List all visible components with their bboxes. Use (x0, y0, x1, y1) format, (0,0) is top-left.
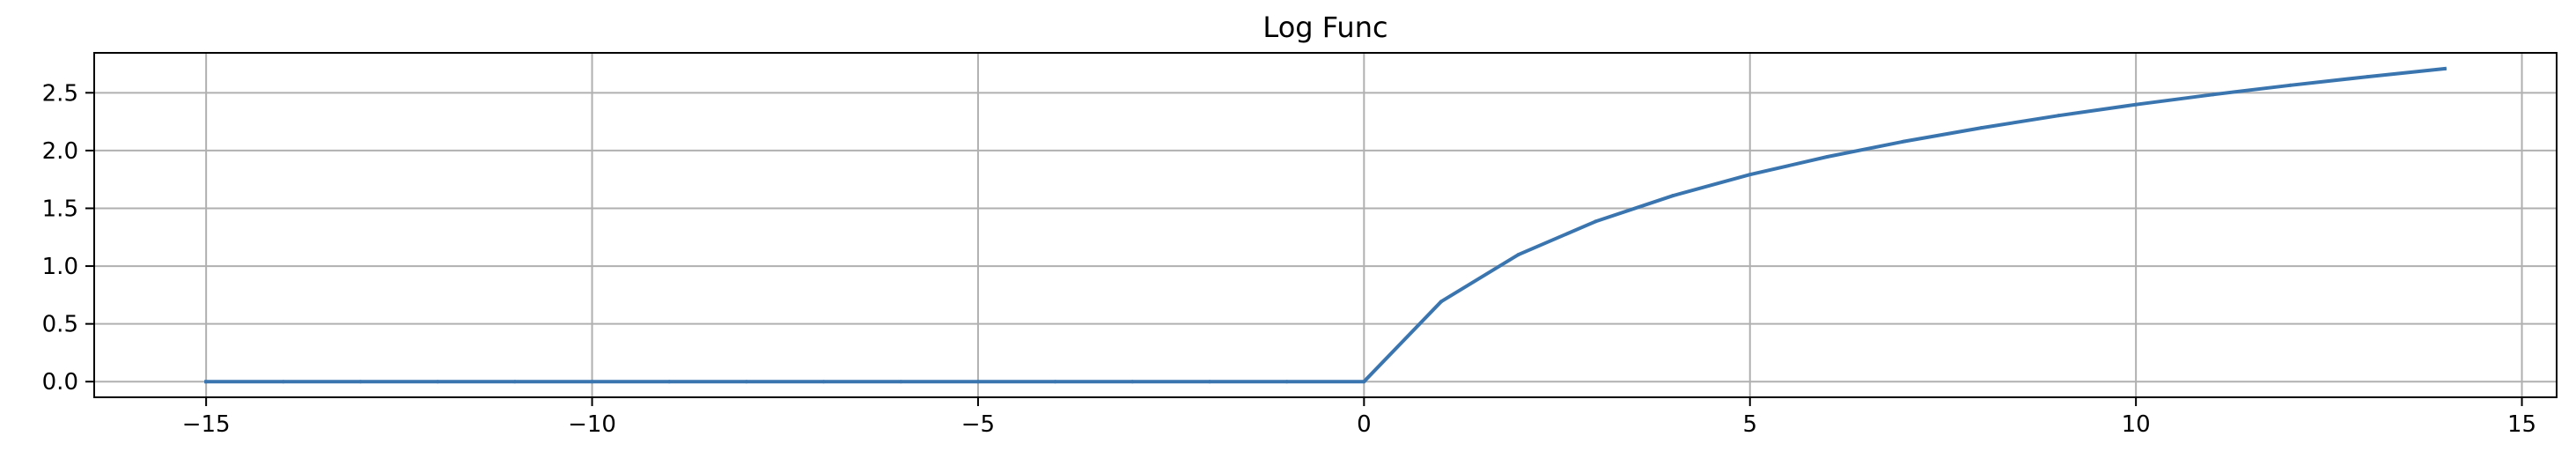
x-tick-label: 10 (2122, 411, 2151, 438)
data-point (204, 380, 209, 384)
data-point (1979, 126, 1984, 130)
data-point (1362, 380, 1366, 384)
chart-title: Log Func (1262, 11, 1387, 44)
data-point (1284, 380, 1289, 384)
data-point (1439, 300, 1444, 304)
axes-frame (93, 52, 2558, 398)
data-point (1130, 380, 1135, 384)
data-point (899, 380, 903, 384)
data-point (2442, 67, 2447, 71)
series-layer (204, 66, 2447, 384)
data-point (2134, 102, 2138, 107)
y-tick-label: 0.0 (42, 369, 78, 396)
data-point (358, 380, 363, 384)
data-point (1825, 154, 1829, 159)
y-tick-label: 1.5 (42, 196, 78, 222)
data-point (667, 380, 672, 384)
data-point (1053, 380, 1057, 384)
data-point (821, 380, 826, 384)
data-point (1903, 139, 1907, 144)
data-point (2288, 83, 2293, 87)
data-point (2057, 114, 2061, 118)
data-point (590, 380, 594, 384)
data-point (2211, 92, 2215, 97)
grid-layer (94, 53, 2557, 397)
y-tick-label: 1.0 (42, 254, 78, 280)
x-tick-label: 5 (1742, 411, 1757, 438)
data-point (1671, 194, 1675, 198)
data-point (1593, 219, 1598, 224)
data-point (1516, 253, 1520, 257)
x-tick-label: −15 (182, 411, 231, 438)
data-point (436, 380, 440, 384)
data-point (1748, 173, 1752, 177)
y-tick-label: 2.5 (42, 80, 78, 107)
x-tick-label: 0 (1357, 411, 1372, 438)
y-tick-label: 2.0 (42, 138, 78, 165)
data-point (975, 380, 980, 384)
x-tick-label: −10 (568, 411, 616, 438)
data-point (2366, 75, 2370, 79)
data-point (1207, 380, 1211, 384)
x-tick-label: 15 (2507, 411, 2536, 438)
series-line (204, 66, 2447, 384)
ticks-layer: −15 −10 −5 0 5 10 15 0.0 0.5 1.0 1.5 2.0 2.5 (42, 80, 2536, 438)
data-point (744, 380, 748, 384)
y-tick-label: 0.5 (42, 312, 78, 338)
data-point (281, 380, 285, 384)
data-point (512, 380, 517, 384)
x-tick-label: −5 (961, 411, 995, 438)
